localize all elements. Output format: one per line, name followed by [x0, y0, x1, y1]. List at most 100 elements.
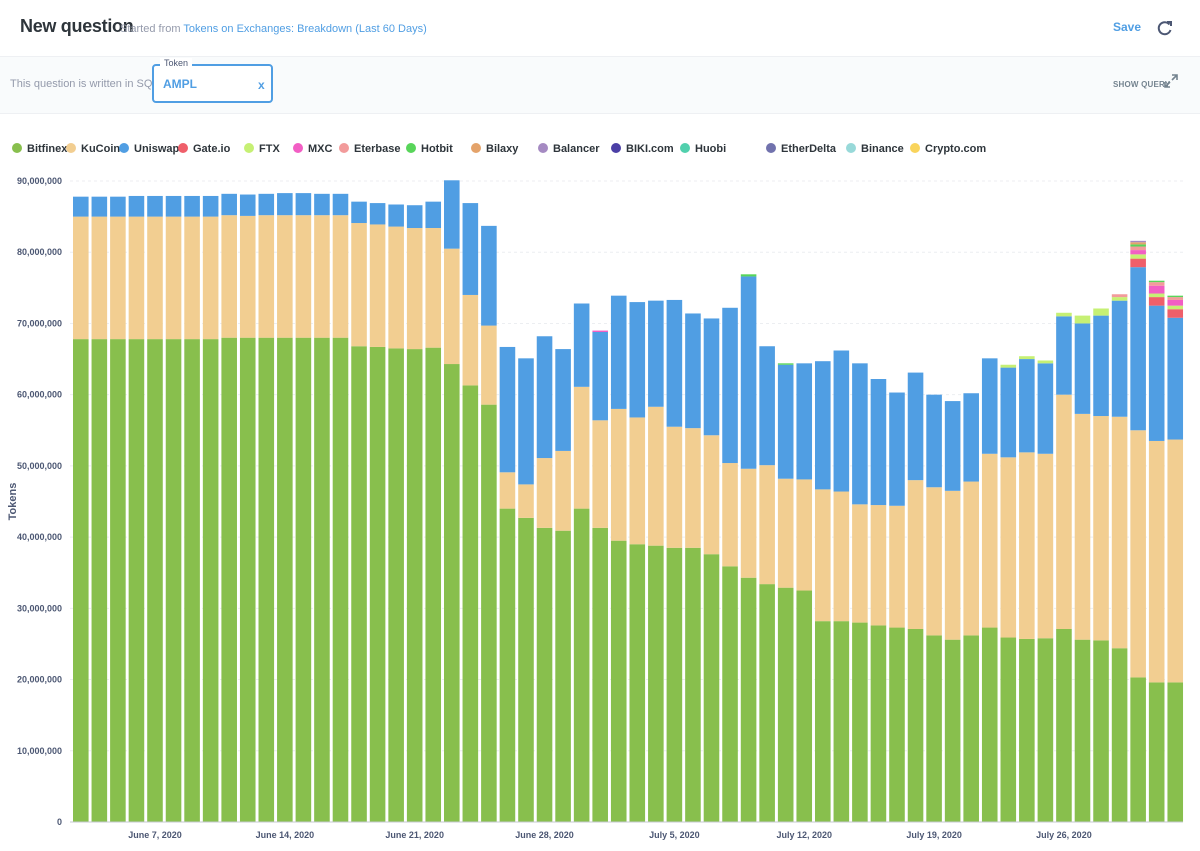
- bar-kucoin: [796, 479, 813, 591]
- legend-item-balancer[interactable]: Balancer: [538, 143, 599, 155]
- bar-bitfinex: [981, 627, 998, 822]
- bar-kucoin: [870, 505, 887, 626]
- bar-group: [796, 363, 813, 822]
- bar-uniswap: [926, 394, 942, 488]
- bar-bilaxy: [1130, 242, 1146, 245]
- bar-group: [815, 361, 831, 822]
- bar-group: [1111, 294, 1128, 822]
- token-filter-value[interactable]: AMPL: [163, 77, 197, 91]
- bar-kucoin: [703, 435, 720, 555]
- bar-group: [351, 201, 367, 822]
- bar-kucoin: [425, 228, 442, 348]
- source-question-link[interactable]: Tokens on Exchanges: Breakdown (Last 60 …: [183, 23, 427, 35]
- legend-item-gate-io[interactable]: Gate.io: [178, 143, 230, 155]
- bar-kucoin: [184, 216, 200, 340]
- bar-bitfinex: [740, 577, 757, 822]
- save-button[interactable]: Save: [1113, 20, 1142, 34]
- bar-bitfinex: [184, 339, 200, 822]
- bar-ftx: [1019, 356, 1035, 360]
- bar-uniswap: [1074, 323, 1091, 414]
- token-filter-widget[interactable]: Token AMPL x: [152, 58, 273, 103]
- bar-ftx: [1167, 305, 1184, 310]
- bar-hotbit: [740, 274, 757, 277]
- legend-item-bilaxy[interactable]: Bilaxy: [471, 143, 518, 155]
- legend-item-binance[interactable]: Binance: [846, 143, 904, 155]
- show-query-button[interactable]: SHOW QUERY: [1113, 80, 1171, 89]
- bar-eterbase: [1167, 297, 1184, 300]
- bar-group: [1056, 312, 1072, 822]
- legend-item-kucoin[interactable]: KuCoin: [66, 143, 120, 155]
- bar-bitfinex: [388, 348, 404, 822]
- x-tick-label: July 12, 2020: [776, 830, 832, 840]
- bar-bitfinex: [1111, 648, 1128, 822]
- bar-uniswap: [1167, 317, 1184, 440]
- legend-item-huobi[interactable]: Huobi: [680, 143, 726, 155]
- legend-swatch: [538, 143, 548, 153]
- bar-bitfinex: [555, 530, 571, 822]
- legend-label: Bilaxy: [486, 143, 519, 155]
- bar-group: [870, 379, 887, 822]
- bar-bitfinex: [666, 547, 683, 822]
- legend-item-biki-com[interactable]: BIKI.com: [611, 143, 674, 155]
- bar-group: [165, 195, 182, 822]
- bar-bitfinex: [73, 339, 89, 822]
- refresh-icon[interactable]: [1156, 19, 1174, 37]
- bar-kucoin: [666, 426, 683, 548]
- legend-label: MXC: [308, 143, 333, 155]
- bar-kucoin: [536, 458, 553, 528]
- expand-icon[interactable]: [1164, 74, 1178, 88]
- bar-bitfinex: [1074, 639, 1091, 822]
- bar-kucoin: [369, 224, 386, 347]
- legend-item-uniswap[interactable]: Uniswap: [119, 143, 179, 155]
- bar-bitfinex: [128, 339, 145, 822]
- bar-eterbase: [1148, 282, 1165, 286]
- clear-filter-button[interactable]: x: [258, 78, 265, 92]
- bar-uniswap: [369, 203, 386, 225]
- bar-group: [425, 201, 442, 822]
- bar-uniswap: [128, 195, 145, 217]
- bar-uniswap: [1093, 315, 1109, 417]
- legend-item-eterbase[interactable]: Eterbase: [339, 143, 400, 155]
- legend-swatch: [471, 143, 481, 153]
- bar-uniswap: [666, 299, 683, 427]
- bar-uniswap: [555, 349, 571, 451]
- page-title: New question: [20, 16, 134, 36]
- legend-swatch: [846, 143, 856, 153]
- legend-item-crypto-com[interactable]: Crypto.com: [910, 143, 986, 155]
- bar-uniswap: [332, 193, 349, 216]
- y-axis-label: Tokens: [7, 483, 19, 521]
- bar-kucoin: [110, 216, 126, 340]
- legend-item-mxc[interactable]: MXC: [293, 143, 332, 155]
- bar-kucoin: [852, 504, 868, 623]
- legend-item-etherdelta[interactable]: EtherDelta: [766, 143, 836, 155]
- bar-bitfinex: [332, 337, 349, 822]
- legend-item-hotbit[interactable]: Hotbit: [406, 143, 453, 155]
- bar-bitfinex: [239, 337, 256, 822]
- bar-bitfinex: [444, 364, 460, 822]
- bar-uniswap: [777, 364, 794, 479]
- bar-uniswap: [388, 204, 404, 227]
- bar-uniswap: [91, 196, 108, 217]
- started-from-text: Started from: [120, 23, 181, 35]
- bar-kucoin: [332, 215, 349, 338]
- bar-bitfinex: [110, 339, 126, 822]
- bar-uniswap: [1130, 267, 1146, 431]
- bar-uniswap: [870, 379, 887, 506]
- filter-bar: This question is written in SQL. Token A…: [0, 57, 1200, 114]
- bar-group: [91, 196, 108, 822]
- bar-group: [239, 194, 256, 822]
- legend-swatch: [406, 143, 416, 153]
- bar-group: [944, 401, 961, 822]
- legend-item-ftx[interactable]: FTX: [244, 143, 280, 155]
- bar-kucoin: [314, 215, 330, 338]
- bar-uniswap: [759, 346, 775, 466]
- bar-kucoin: [777, 478, 794, 588]
- bar-group: [629, 302, 646, 822]
- bar-kucoin: [1167, 439, 1184, 683]
- bar-group: [926, 394, 942, 822]
- bar-hotbit: [1148, 280, 1165, 283]
- bar-bitfinex: [685, 547, 701, 822]
- bar-uniswap: [184, 195, 200, 217]
- legend-item-bitfinex[interactable]: Bitfinex: [12, 143, 67, 155]
- bar-group: [110, 196, 126, 822]
